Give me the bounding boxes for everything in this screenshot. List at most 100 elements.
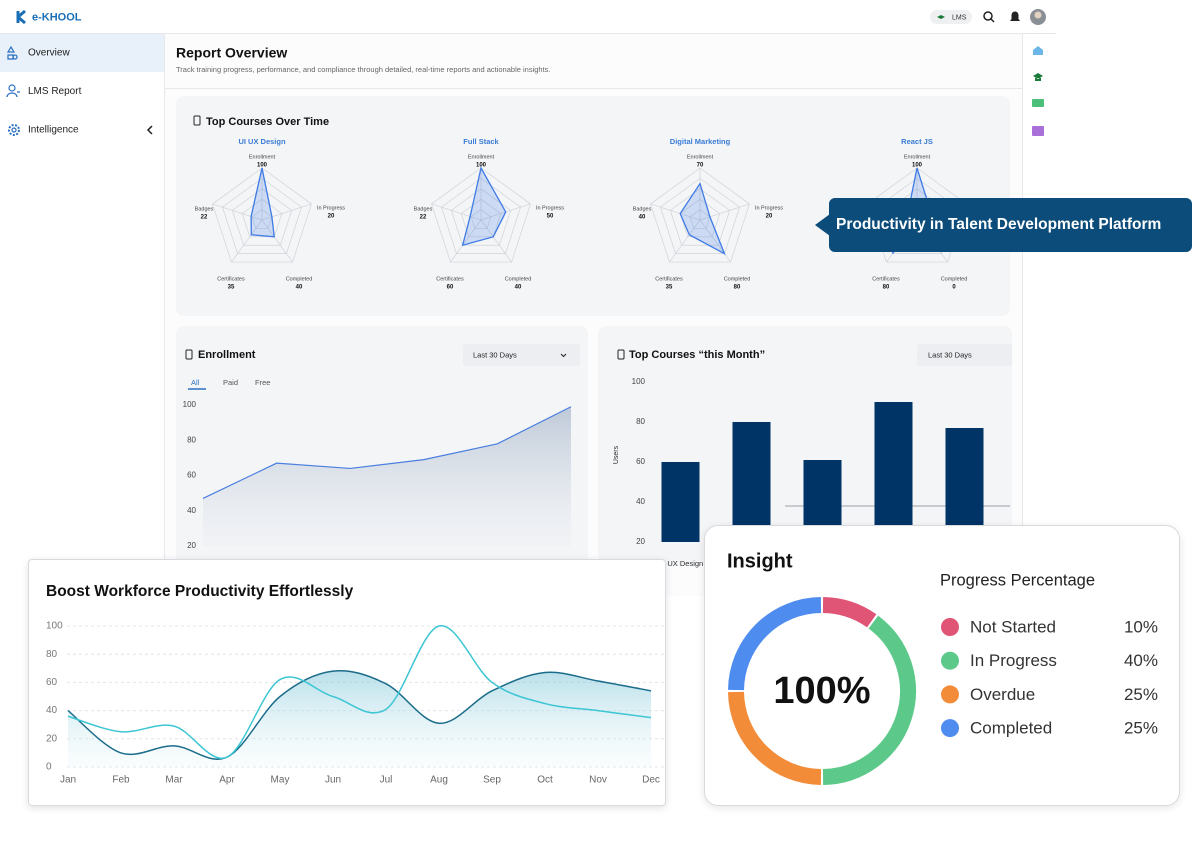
tab[interactable]: Paid — [223, 378, 238, 387]
x-tick-label: Dec — [642, 775, 660, 786]
y-tick-label: 80 — [46, 649, 58, 660]
bell-icon[interactable] — [1010, 11, 1020, 21]
bar — [732, 422, 771, 542]
radar-ring — [460, 198, 502, 238]
y-tick-label: 100 — [632, 377, 646, 386]
y-tick-label: 80 — [187, 435, 196, 444]
callout-arrow — [815, 214, 830, 236]
donut-segment — [822, 597, 877, 628]
area-fill — [68, 670, 651, 767]
radar-area — [679, 182, 726, 256]
callout-text: Productivity in Talent Development Platf… — [836, 216, 1161, 233]
radar-value-label: 35 — [228, 285, 235, 291]
legend-swatch — [941, 719, 959, 738]
donut-chart: 100% Not Started 10% In Progress 40% Overdue 2… — [728, 597, 1158, 785]
x-tick-label: Sep — [483, 775, 501, 786]
productivity-card: Boost Workforce Productivity Effortlessl… — [28, 559, 666, 806]
radar-ring — [679, 198, 721, 238]
search-icon[interactable] — [983, 11, 993, 21]
bar — [874, 402, 913, 542]
radar-title: UI UX Design — [238, 137, 286, 146]
nav-item[interactable]: Overview — [28, 48, 70, 59]
radar-ring — [669, 188, 731, 246]
insight-svg: Insight Progress Percentage 100% Not Star… — [727, 550, 1158, 785]
radar-value-label: 40 — [296, 285, 303, 291]
radar-axis-label: Badges — [414, 206, 433, 212]
radar-spoke — [231, 219, 263, 263]
dashboard: e-KHOOL LMS Overview LMS Report Intellig… — [0, 9, 1056, 596]
legend-swatch — [941, 651, 959, 670]
bar — [661, 462, 700, 542]
y-tick-label: 20 — [636, 537, 645, 546]
line — [67, 625, 652, 759]
radar-axis-label: In Progress — [536, 205, 564, 211]
radar-ring — [241, 198, 283, 238]
y-tick-label: 60 — [187, 471, 196, 480]
tab[interactable]: Free — [255, 378, 270, 387]
y-tick-label: 20 — [46, 733, 58, 744]
radar-value-label: 100 — [257, 163, 268, 169]
x-tick-label: May — [271, 775, 290, 786]
radar-axis-label: Enrollment — [468, 154, 495, 160]
donut-segment — [728, 597, 822, 691]
filter-dropdown[interactable] — [917, 344, 1012, 366]
radar-title: Digital Marketing — [670, 137, 731, 146]
radar-axis-label: Enrollment — [904, 154, 931, 160]
line — [67, 669, 652, 760]
y-tick-label: 20 — [187, 541, 196, 550]
radar-spoke — [431, 203, 482, 221]
lms-badge[interactable] — [930, 10, 972, 24]
nav-item[interactable]: Intelligence — [28, 125, 79, 136]
radar-value-label: 80 — [734, 285, 741, 291]
radar-spoke — [261, 203, 312, 221]
radar-ring — [470, 209, 492, 229]
y-tick-label: 60 — [46, 677, 58, 688]
insight-card: Insight Progress Percentage 100% Not Star… — [704, 525, 1180, 806]
radar-ring — [431, 167, 531, 263]
rail-icon[interactable] — [1032, 126, 1044, 136]
radar-axis-label: In Progress — [317, 205, 345, 211]
radar-spoke — [450, 219, 482, 263]
badge-text: LMS — [952, 14, 967, 21]
radar-ring — [650, 167, 750, 263]
radar-spoke — [261, 219, 293, 263]
radar-value-label: 50 — [547, 214, 554, 220]
callout-svg: Productivity in Talent Development Platf… — [815, 214, 1161, 236]
legend-value: 25% — [1124, 719, 1158, 738]
radar-axis-label: Enrollment — [249, 154, 276, 160]
donut-segment — [822, 615, 916, 785]
tab[interactable]: All — [191, 378, 200, 387]
rail-icon[interactable] — [1032, 99, 1044, 107]
search-icon-handle — [990, 18, 995, 23]
panel-icon — [193, 115, 201, 126]
badge-icon — [937, 15, 945, 19]
active-nav — [0, 34, 164, 72]
radar-area — [461, 166, 507, 247]
legend-swatch — [941, 685, 959, 704]
rail-icon[interactable] — [1033, 46, 1043, 55]
legend-title: Progress Percentage — [940, 571, 1095, 589]
collapse-chevron[interactable] — [146, 125, 153, 135]
radar-ring — [450, 188, 512, 246]
radar-ring — [212, 167, 312, 263]
y-tick-label: 40 — [46, 705, 58, 716]
radar-title: React JS — [901, 137, 933, 146]
center-label: 100% — [773, 670, 870, 712]
radar-ring — [689, 209, 711, 229]
bar — [945, 428, 984, 542]
x-tick-label: Jul — [380, 775, 393, 786]
radar-spoke — [699, 219, 731, 263]
radar-value-label: 40 — [639, 215, 646, 221]
legend-swatch — [941, 618, 959, 636]
callout: Productivity in Talent Development Platf… — [815, 198, 1192, 252]
x-tick-label: Jun — [325, 775, 341, 786]
radar-value-label: 80 — [883, 285, 890, 291]
radar-ring — [441, 177, 521, 255]
legend-label: Completed — [970, 719, 1052, 738]
legend-label: In Progress — [970, 651, 1057, 670]
nav-item[interactable]: LMS Report — [28, 86, 82, 97]
rail-icon[interactable] — [1033, 73, 1043, 81]
filter-dropdown[interactable] — [463, 344, 580, 366]
panel — [176, 96, 1010, 316]
x-tick-label: Feb — [112, 775, 130, 786]
